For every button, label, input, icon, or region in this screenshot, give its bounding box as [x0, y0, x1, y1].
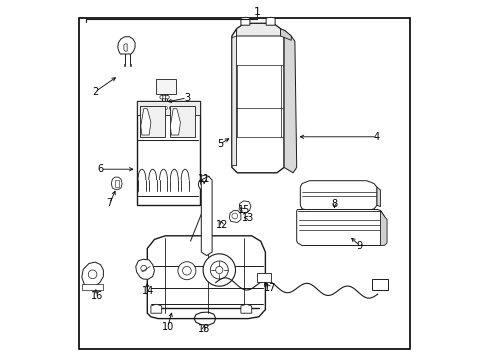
Text: 7: 7	[106, 198, 112, 208]
Polygon shape	[296, 210, 384, 246]
Bar	[136, 101, 199, 115]
Polygon shape	[118, 37, 135, 54]
Text: 14: 14	[142, 286, 154, 296]
Circle shape	[198, 178, 211, 191]
Circle shape	[183, 107, 185, 109]
Polygon shape	[229, 211, 241, 222]
Text: 2: 2	[92, 87, 98, 97]
Polygon shape	[265, 17, 275, 25]
Circle shape	[178, 262, 196, 280]
Circle shape	[165, 95, 169, 99]
Polygon shape	[141, 109, 151, 135]
Text: 6: 6	[97, 164, 103, 174]
Text: 5: 5	[217, 139, 223, 149]
Bar	[169, 106, 194, 137]
Polygon shape	[231, 36, 236, 166]
Text: 8: 8	[331, 199, 337, 210]
Bar	[114, 180, 119, 187]
Text: 11: 11	[198, 174, 210, 184]
Polygon shape	[280, 29, 296, 173]
Text: 13: 13	[242, 213, 254, 223]
Text: 15: 15	[237, 205, 249, 215]
Text: 18: 18	[197, 324, 209, 334]
Bar	[123, 64, 125, 66]
Circle shape	[150, 107, 153, 109]
Polygon shape	[376, 187, 380, 207]
Polygon shape	[231, 23, 284, 173]
Polygon shape	[81, 262, 103, 290]
Circle shape	[164, 107, 167, 109]
Circle shape	[178, 107, 181, 109]
Circle shape	[163, 95, 166, 99]
Circle shape	[140, 107, 143, 109]
Bar	[129, 64, 131, 66]
Circle shape	[155, 107, 158, 109]
Text: 17: 17	[263, 283, 275, 293]
Bar	[371, 279, 387, 290]
Text: 3: 3	[183, 93, 189, 103]
Bar	[136, 101, 199, 205]
Text: 9: 9	[356, 240, 362, 251]
Text: 4: 4	[373, 132, 379, 142]
Polygon shape	[151, 304, 162, 313]
Circle shape	[174, 107, 177, 109]
Text: 10: 10	[162, 322, 174, 332]
Circle shape	[145, 107, 148, 109]
Polygon shape	[300, 181, 376, 211]
Polygon shape	[201, 176, 212, 256]
Circle shape	[160, 95, 163, 99]
Polygon shape	[81, 284, 103, 290]
Polygon shape	[147, 236, 265, 319]
Polygon shape	[241, 304, 251, 313]
Circle shape	[188, 107, 191, 109]
Bar	[156, 79, 176, 94]
Circle shape	[192, 107, 195, 109]
Polygon shape	[280, 29, 291, 40]
Bar	[140, 106, 165, 137]
Text: 16: 16	[91, 291, 103, 301]
Polygon shape	[241, 17, 249, 25]
Circle shape	[203, 254, 235, 286]
Circle shape	[159, 107, 162, 109]
Polygon shape	[236, 23, 280, 36]
Bar	[257, 273, 270, 282]
Polygon shape	[170, 109, 180, 135]
Polygon shape	[380, 211, 386, 246]
Polygon shape	[111, 177, 122, 189]
Polygon shape	[239, 201, 250, 213]
Text: 12: 12	[215, 220, 227, 230]
Text: 1: 1	[253, 7, 260, 17]
Polygon shape	[200, 175, 209, 184]
Polygon shape	[136, 259, 154, 279]
Circle shape	[169, 107, 172, 109]
